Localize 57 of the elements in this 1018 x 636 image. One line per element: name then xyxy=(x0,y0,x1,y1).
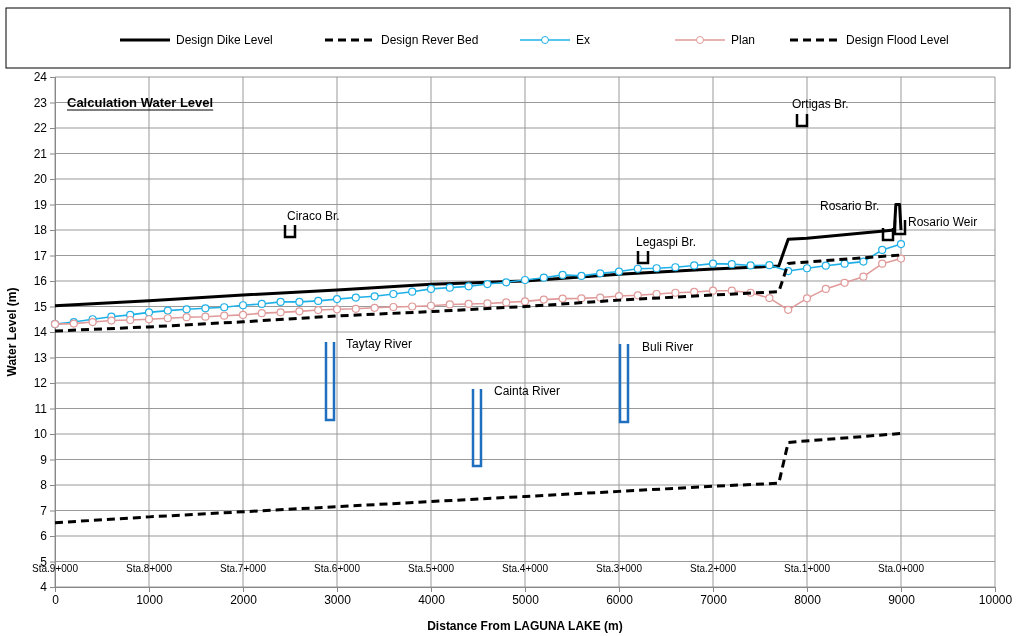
legend-label: Plan xyxy=(731,33,756,47)
y-tick-label: 13 xyxy=(33,350,48,365)
x-axis-title: Distance From LAGUNA LAKE (m) xyxy=(427,619,623,633)
x-tick-label: 3000 xyxy=(324,592,352,607)
annotation: Taytay River xyxy=(346,337,413,351)
x-tick-label: 6000 xyxy=(606,592,634,607)
annotation: Buli River xyxy=(642,340,694,354)
y-tick-label: 12 xyxy=(33,376,48,391)
y-tick-label: 9 xyxy=(40,452,48,467)
x-tick-label: 9000 xyxy=(888,592,916,607)
x-tick-label: 2000 xyxy=(230,592,258,607)
annotation: Sta.3+000 xyxy=(596,563,643,574)
y-tick-label: 8 xyxy=(40,478,48,493)
y-tick-label: 11 xyxy=(34,401,48,416)
y-axis-title: Water Level (m) xyxy=(5,287,19,377)
annotation: Legaspi Br. xyxy=(636,235,697,249)
legend-label: Design Rever Bed xyxy=(381,33,479,47)
annotation: Sta.6+000 xyxy=(314,563,361,574)
annotation: Rosario Weir xyxy=(908,215,978,229)
y-tick-label: 15 xyxy=(33,299,48,314)
y-tick-label: 4 xyxy=(40,580,48,595)
x-tick-label: 10000 xyxy=(978,592,1013,607)
annotation: Ciraco Br. xyxy=(287,209,340,223)
y-tick-label: 6 xyxy=(40,529,48,544)
text: Calculation Water Level xyxy=(67,95,214,110)
annotation: Sta.5+000 xyxy=(408,563,455,574)
x-tick-label: 1000 xyxy=(136,592,164,607)
annotation: Rosario Br. xyxy=(820,199,880,213)
y-tick-label: 21 xyxy=(33,146,48,161)
annotation: Sta.9+000 xyxy=(32,563,79,574)
x-tick-label: 8000 xyxy=(794,592,822,607)
y-tick-label: 18 xyxy=(33,223,48,238)
y-tick-label: 7 xyxy=(40,503,48,518)
legend-label: Design Flood Level xyxy=(846,33,949,47)
y-tick-label: 23 xyxy=(33,95,48,110)
annotation: Sta.2+000 xyxy=(690,563,737,574)
annotation: Sta.7+000 xyxy=(220,563,267,574)
y-tick-label: 14 xyxy=(33,325,48,340)
annotation: Sta.0+000 xyxy=(878,563,925,574)
y-tick-label: 19 xyxy=(33,197,48,212)
x-tick-label: 5000 xyxy=(512,592,540,607)
y-tick-label: 10 xyxy=(33,427,48,442)
y-tick-label: 24 xyxy=(33,70,48,85)
annotation: Ortigas Br. xyxy=(792,97,849,111)
x-tick-label: 4000 xyxy=(418,592,446,607)
y-tick-label: 17 xyxy=(33,248,48,263)
legend-label: Design Dike Level xyxy=(176,33,273,47)
annotation: Cainta River xyxy=(494,384,561,398)
legend-label: Ex xyxy=(576,33,591,47)
annotation: Sta.4+000 xyxy=(502,563,549,574)
annotation: Sta.8+000 xyxy=(126,563,173,574)
y-tick-label: 20 xyxy=(33,172,48,187)
y-tick-label: 16 xyxy=(33,274,48,289)
annotation: Sta.1+000 xyxy=(784,563,831,574)
x-tick-label: 7000 xyxy=(700,592,728,607)
y-tick-label: 22 xyxy=(33,121,48,136)
x-tick-label: 0 xyxy=(52,592,60,607)
